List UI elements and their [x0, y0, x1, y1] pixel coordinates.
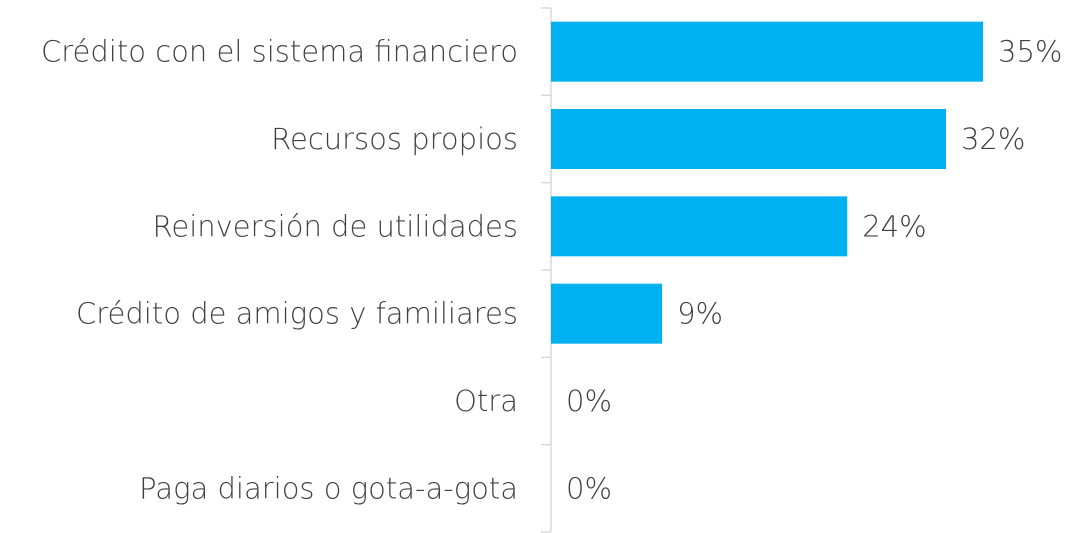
value-label: 0%: [566, 471, 612, 505]
value-label: 9%: [677, 297, 723, 331]
category-label: Recursos propios: [271, 122, 518, 156]
category-label: Otra: [454, 384, 518, 418]
category-label: Crédito con el sistema financiero: [41, 35, 518, 69]
category-label: Reinversión de utilidades: [153, 209, 519, 243]
category-label: Paga diarios o gota-a-gota: [139, 471, 518, 505]
bar: [551, 109, 946, 169]
value-label: 35%: [998, 35, 1062, 69]
value-label: 0%: [566, 384, 612, 418]
bar: [551, 283, 663, 344]
value-label: 32%: [961, 122, 1025, 156]
bar: [551, 21, 983, 82]
bar: [551, 196, 848, 257]
category-label: Crédito de amigos y familiares: [76, 297, 518, 331]
value-label: 24%: [862, 209, 926, 243]
